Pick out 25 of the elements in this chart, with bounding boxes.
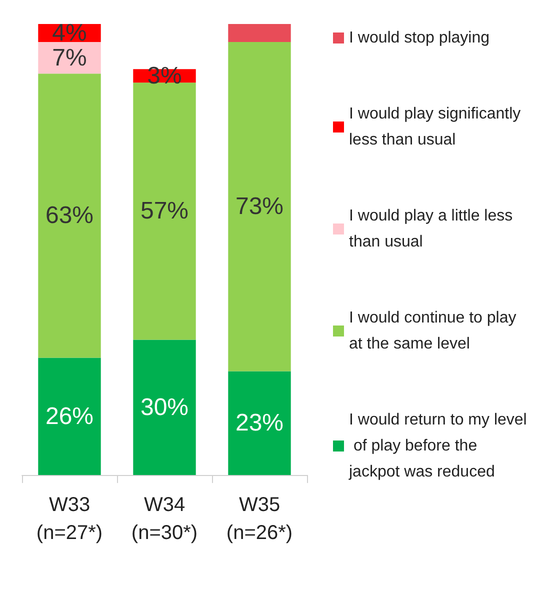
legend-label: I would stop playing <box>349 30 490 46</box>
bar <box>228 371 291 475</box>
data-label: 7% <box>52 44 87 72</box>
bar <box>228 42 291 372</box>
legend-label: I would continue to play at the same level <box>349 310 521 352</box>
bar <box>38 358 101 475</box>
bar <box>38 42 101 74</box>
legend-label: I would return to my level of play before the jackpot was reduced <box>348 412 527 480</box>
data-label: 26% <box>45 402 94 430</box>
x-tick-label: W35 (n=26*) <box>226 494 293 544</box>
x-tick-label: W34 (n=30*) <box>131 494 198 544</box>
data-label: 23% <box>235 410 284 437</box>
data-label: 57% <box>140 198 189 225</box>
legend-label: I would play significantly less than usual <box>349 106 526 148</box>
legend-label: I would play a little less than usual <box>349 208 518 250</box>
data-label: 73% <box>235 193 284 220</box>
data-label: 63% <box>45 202 94 230</box>
data-label: 30% <box>140 394 189 421</box>
bar <box>133 82 196 340</box>
bar <box>38 74 101 358</box>
data-label: 4% <box>52 20 87 47</box>
bar <box>228 24 291 42</box>
x-tick-label: W33 (n=27*) <box>36 494 103 544</box>
data-label: 3% <box>147 62 182 90</box>
bar <box>133 340 196 475</box>
